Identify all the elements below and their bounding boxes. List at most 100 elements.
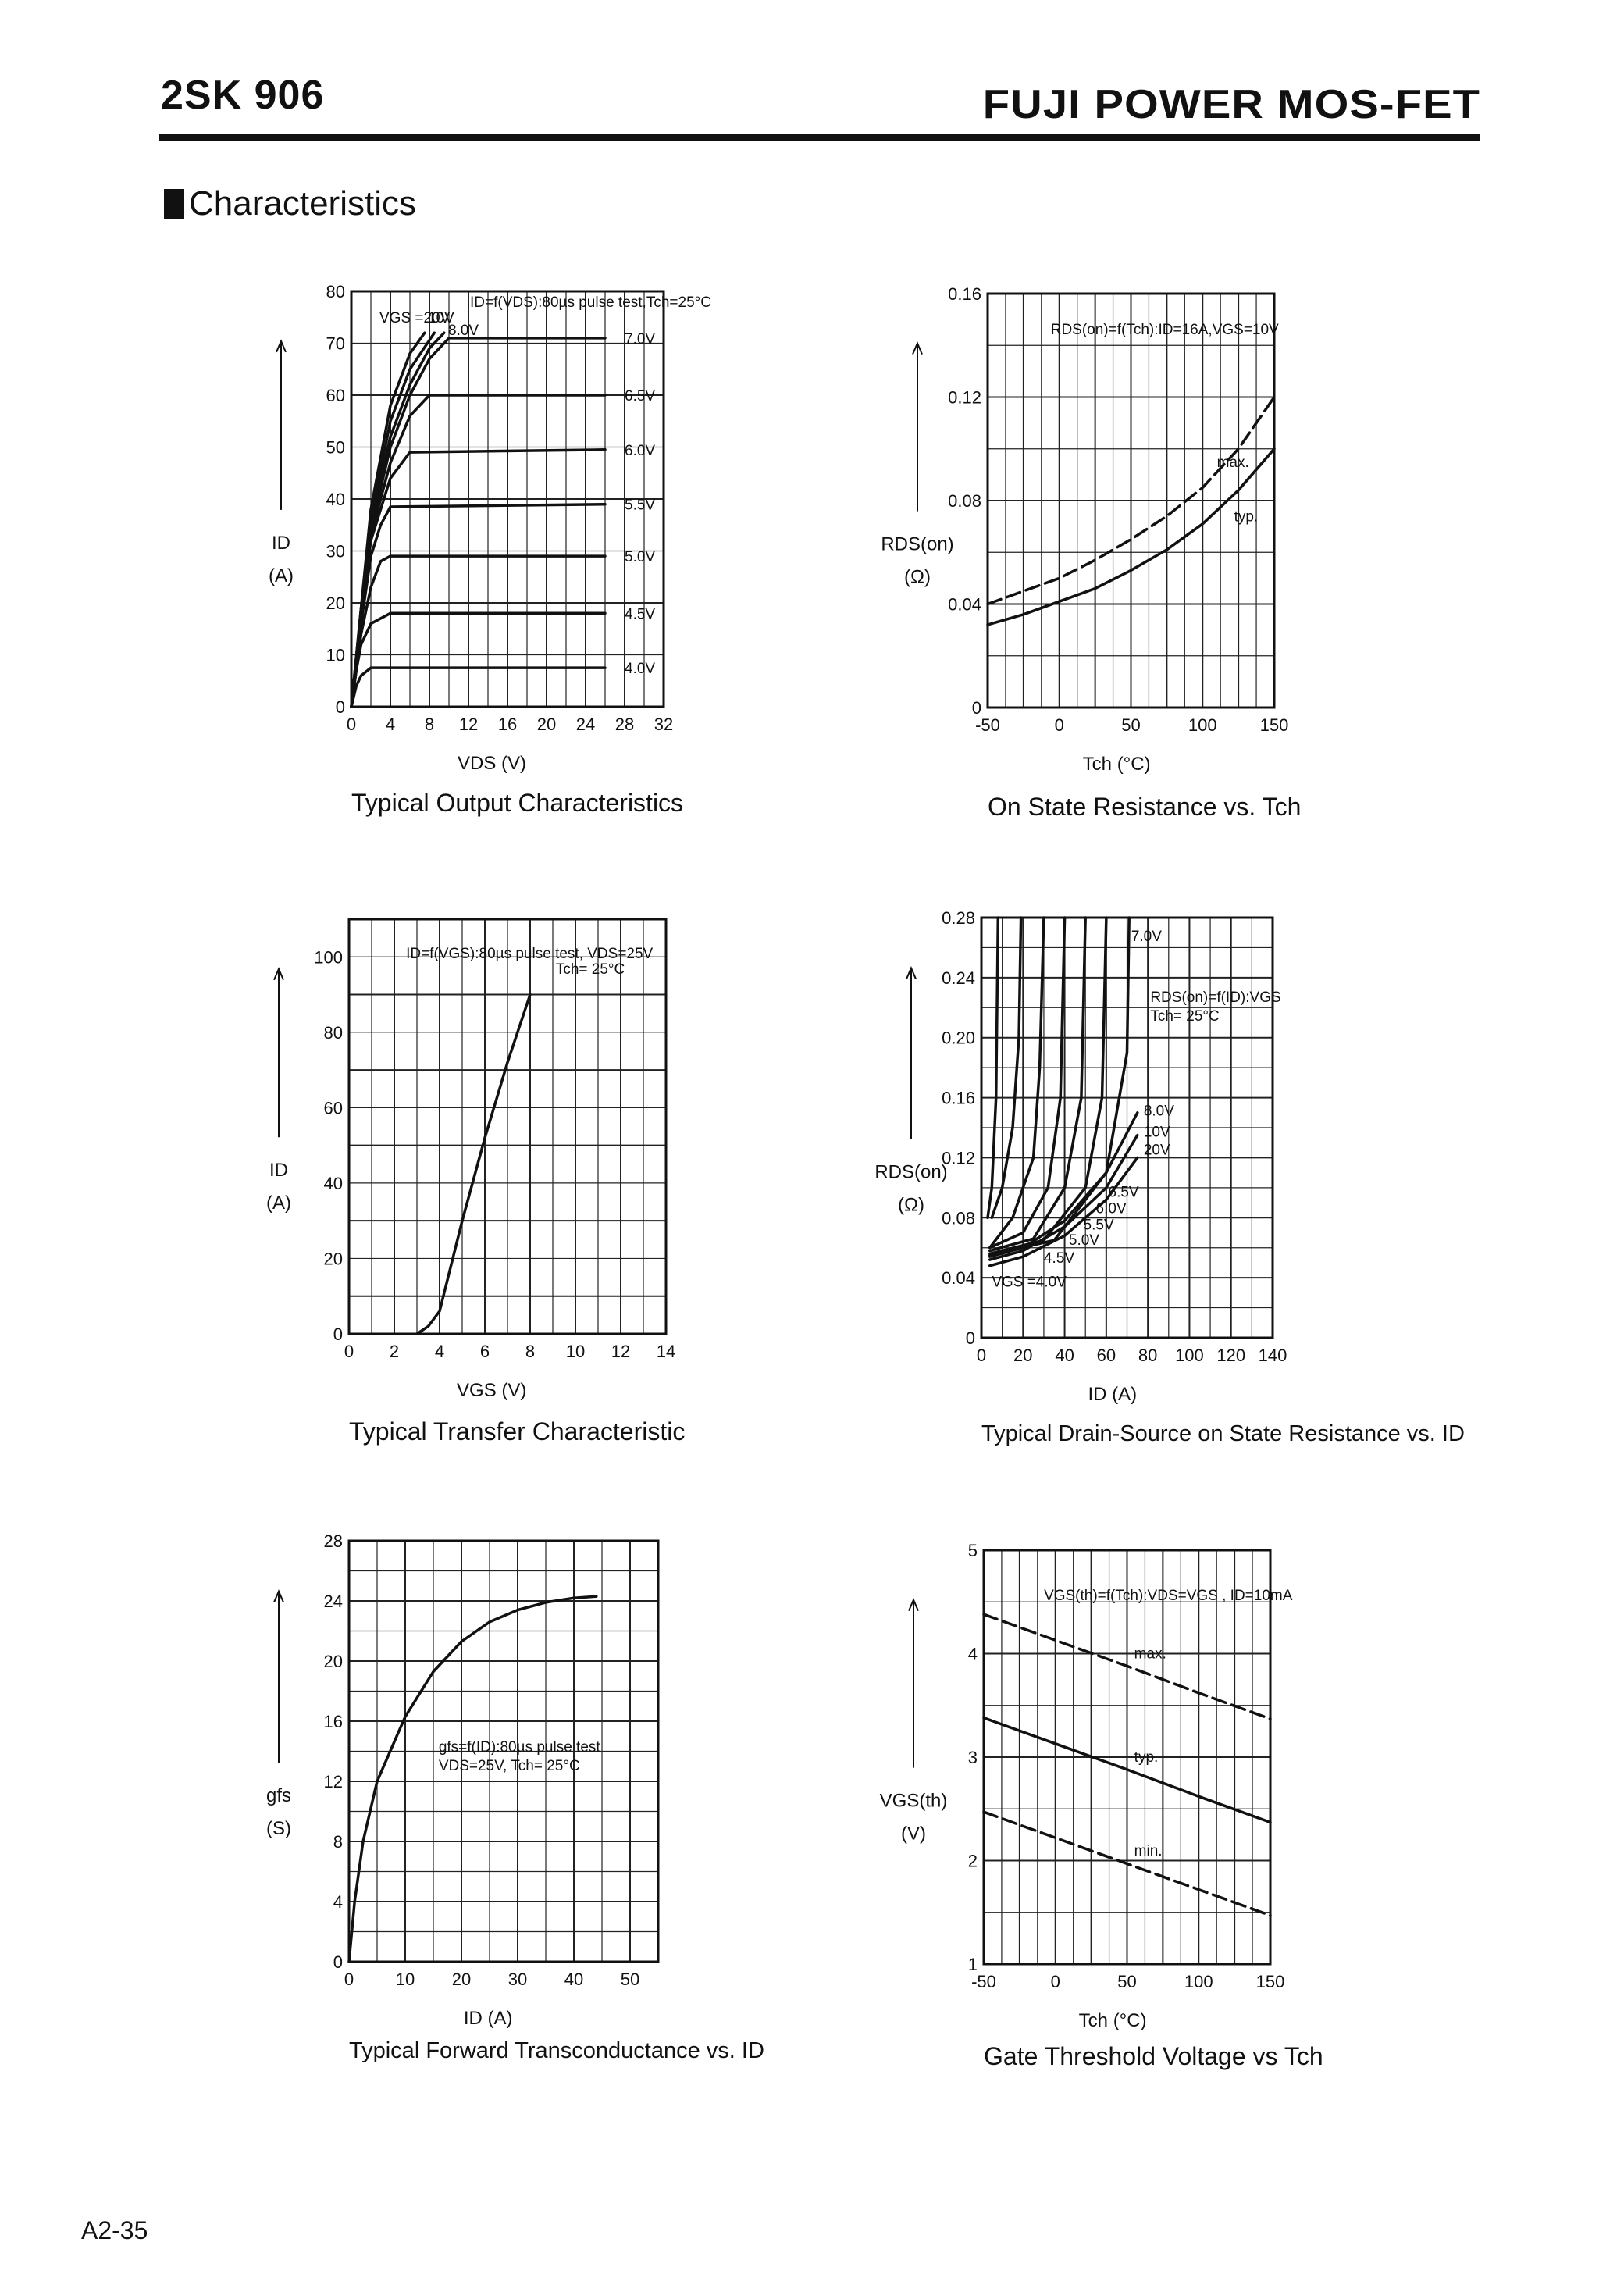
- chart-annotation: typ.: [1234, 509, 1259, 526]
- plot-frame: [347, 1539, 660, 1963]
- x-tick-label: 120: [1216, 1346, 1245, 1365]
- y-tick-label: 0.16: [942, 1089, 975, 1108]
- x-tick-label: 150: [1260, 715, 1289, 735]
- x-axis-label: Tch (°C): [1079, 2010, 1147, 2031]
- chart-annotation: max.: [1134, 1646, 1166, 1663]
- chart-output-caption: Typical Output Characteristics: [351, 789, 684, 817]
- y-tick-label: 12: [324, 1772, 343, 1791]
- chart-annotation: 8.0V: [448, 323, 479, 339]
- series-line: [986, 916, 1000, 1220]
- x-tick-label: 20: [537, 715, 556, 734]
- series-line: [350, 502, 607, 708]
- series-line: [350, 337, 607, 708]
- chart-annotation: 10V: [1144, 1125, 1170, 1141]
- chart-annotation: 5.5V: [1084, 1217, 1114, 1234]
- chart-annotation: 8.0V: [1144, 1103, 1174, 1120]
- x-tick-label: 100: [1175, 1346, 1204, 1365]
- series-line: [982, 1810, 1272, 1917]
- x-tick-label: 140: [1259, 1346, 1287, 1365]
- chart-1: 0 4 8 12 16 20 24 28 32 0 10 20 30 40 50 60 70 80 VDS (V) I…: [269, 282, 711, 774]
- y-tick-label: 0.12: [948, 388, 981, 408]
- chart-annotation: 6.0V: [1096, 1201, 1127, 1217]
- chart-rds-id-caption: Typical Drain-Source on State Resistance…: [981, 1421, 1465, 1446]
- x-tick-label: 20: [1013, 1346, 1032, 1365]
- x-tick-label: -50: [971, 1972, 996, 1991]
- x-tick-label: 0: [347, 715, 356, 734]
- chart-annotation: 10V: [428, 310, 454, 326]
- y-tick-label: 24: [324, 1592, 343, 1611]
- chart-annotation: VGS(th)=f(Tch):VDS=VGS , ID=10mA: [1044, 1588, 1293, 1604]
- y-tick-label: 0: [972, 698, 981, 718]
- y-axis-label: ID: [272, 533, 290, 554]
- chart-annotation: Tch= 25°C: [1150, 1008, 1219, 1025]
- y-tick-label: 0.24: [942, 968, 975, 988]
- x-tick-label: -50: [975, 715, 1000, 735]
- y-tick-label: 0: [336, 697, 345, 717]
- y-axis-unit: (A): [266, 1192, 291, 1214]
- chart-annotation: VGS =20V: [379, 310, 451, 326]
- x-tick-label: 4: [435, 1342, 444, 1361]
- y-tick-label: 0.28: [942, 908, 975, 928]
- y-tick-label: 50: [326, 438, 345, 458]
- y-tick-label: 30: [326, 542, 345, 561]
- x-tick-label: 16: [498, 715, 517, 734]
- page-number: A2-35: [81, 2216, 148, 2244]
- x-tick-label: 2: [390, 1342, 399, 1361]
- x-tick-label: 50: [1117, 1972, 1136, 1991]
- chart-annotation: 5.0V: [625, 549, 655, 565]
- x-tick-label: 40: [564, 1970, 583, 1989]
- y-axis-label: VGS(th): [880, 1791, 948, 1812]
- y-tick-label: 4: [968, 1645, 978, 1664]
- header-rule: [159, 134, 1480, 141]
- y-tick-label: 10: [326, 646, 345, 665]
- y-axis-unit: (A): [269, 565, 294, 586]
- chart-annotation: 4.0V: [625, 661, 655, 677]
- bullet-square-icon: [164, 189, 184, 219]
- plot-frame: [982, 1549, 1272, 1966]
- x-axis-label: VDS (V): [458, 753, 526, 774]
- x-tick-label: 40: [1055, 1346, 1074, 1365]
- y-tick-label: 20: [324, 1249, 343, 1268]
- series-line: [350, 331, 426, 708]
- y-tick-label: 0.04: [942, 1268, 975, 1288]
- x-axis-label: VGS (V): [457, 1380, 526, 1401]
- series-line: [988, 1133, 1139, 1261]
- y-tick-label: 2: [968, 1852, 978, 1871]
- series-line: [990, 916, 1023, 1220]
- series-line: [350, 554, 607, 708]
- y-axis-unit: (Ω): [898, 1195, 924, 1216]
- series-line: [988, 916, 1067, 1250]
- chart-annotation: VGS =4.0V: [992, 1274, 1067, 1291]
- y-tick-label: 40: [324, 1174, 343, 1193]
- y-tick-label: 20: [326, 594, 345, 613]
- series-line: [988, 916, 1087, 1253]
- y-tick-label: 4: [333, 1892, 343, 1912]
- x-axis-label: Tch (°C): [1083, 754, 1151, 775]
- chart-annotation: 7.0V: [1131, 929, 1162, 945]
- document-title: FUJI POWER MOS-FET: [982, 82, 1480, 127]
- series-line: [988, 1156, 1139, 1267]
- x-tick-label: 50: [1121, 715, 1140, 735]
- chart-4: 0 20 40 60 80 100 120 140 0 0.04 0.08 0.12 0.16 0.20 0…: [874, 908, 1287, 1405]
- y-tick-label: 0.08: [942, 1208, 975, 1228]
- y-tick-label: 40: [326, 490, 345, 509]
- x-tick-label: 32: [654, 715, 673, 734]
- chart-annotation: ID=f(VGS):80µs pulse test, VDS=25V: [406, 946, 653, 962]
- chart-annotation: gfs=f(ID):80µs pulse test: [439, 1739, 601, 1756]
- y-tick-label: 100: [314, 947, 343, 967]
- y-tick-label: 70: [326, 334, 345, 354]
- chart-annotation: 6.5V: [1109, 1184, 1139, 1200]
- x-tick-label: 14: [657, 1342, 675, 1361]
- series-line: [986, 447, 1276, 626]
- y-tick-label: 1: [968, 1955, 978, 1974]
- x-tick-label: 80: [1138, 1346, 1157, 1365]
- chart-3: 0 2 4 6 8 10 12 14 0 20 40 60 80 100 VGS (V) ID (A) ID=f(…: [266, 918, 675, 1401]
- y-axis-label: RDS(on): [881, 534, 953, 555]
- y-tick-label: 28: [324, 1531, 343, 1551]
- y-tick-label: 60: [326, 386, 345, 405]
- y-axis-unit: (V): [901, 1823, 926, 1845]
- chart-vth-caption: Gate Threshold Voltage vs Tch: [984, 2042, 1323, 2070]
- y-tick-label: 0.12: [942, 1148, 975, 1168]
